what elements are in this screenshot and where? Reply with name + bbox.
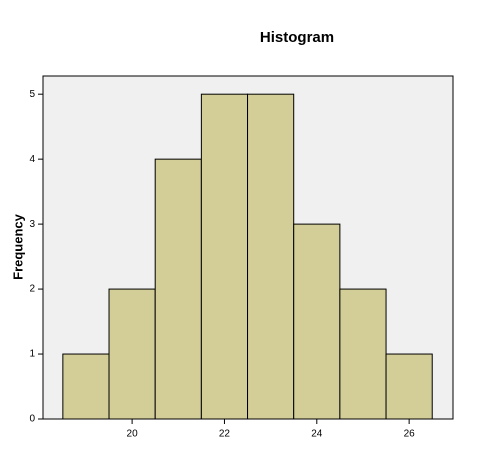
x-tick-label: 24 — [311, 429, 323, 440]
y-tick-label: 4 — [29, 154, 35, 165]
y-tick-label: 0 — [29, 414, 35, 425]
y-axis-label: Frequency — [10, 213, 25, 280]
x-tick-label: 26 — [404, 429, 416, 440]
y-tick-label: 3 — [29, 219, 35, 230]
x-tick-label: 22 — [219, 429, 231, 440]
bar — [247, 93, 295, 420]
bar — [293, 223, 341, 420]
bar — [385, 353, 433, 420]
bar — [154, 158, 202, 420]
bar — [108, 288, 156, 420]
y-tick-label: 2 — [29, 284, 35, 295]
y-tick-label: 5 — [29, 89, 35, 100]
bar — [62, 353, 110, 420]
y-tick-label: 1 — [29, 349, 35, 360]
bar — [200, 93, 249, 420]
chart-title: Histogram — [260, 29, 334, 46]
x-tick-label: 20 — [127, 429, 139, 440]
bar — [339, 288, 387, 420]
